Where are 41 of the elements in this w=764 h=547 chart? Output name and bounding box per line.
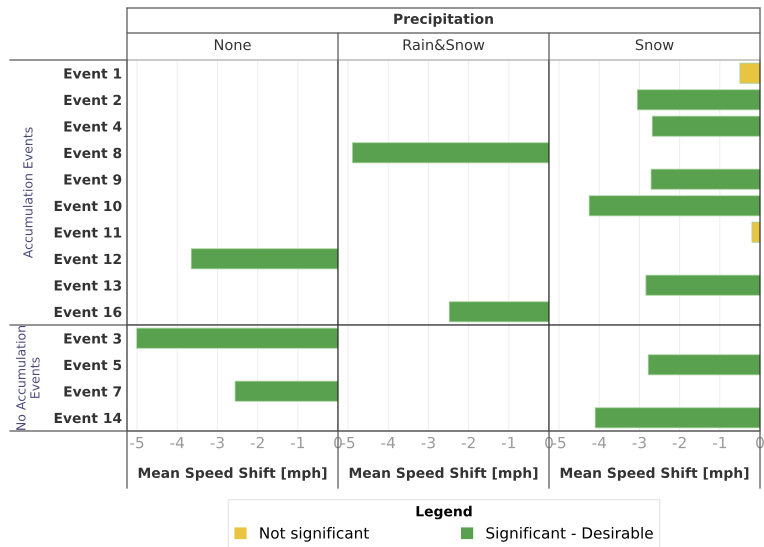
legend-label: Not significant <box>260 526 369 542</box>
legend-label: Significant - Desirable <box>486 526 653 542</box>
y-tick-label: Event 7 <box>64 386 122 397</box>
y-tick-label: Event 3 <box>64 333 122 344</box>
x-tick-label: -1 <box>712 437 726 448</box>
y-tick-label: Event 1 <box>64 68 122 79</box>
x-axis-title: Mean Speed Shift [mph] <box>560 467 748 481</box>
x-axis-title: Mean Speed Shift [mph] <box>138 467 326 481</box>
y-tick-label: Event 11 <box>54 227 122 238</box>
y-tick-label: Event 10 <box>54 200 122 212</box>
x-tick-label: -2 <box>672 436 686 448</box>
x-tick-label: -5 <box>552 437 566 448</box>
x-tick-label: -3 <box>632 436 646 448</box>
x-tick-label: -1 <box>290 437 304 448</box>
x-tick-label: -4 <box>170 437 184 448</box>
x-tick-label: -2 <box>462 436 475 448</box>
y-tick-label: Event 9 <box>64 174 122 185</box>
x-tick-label: -4 <box>381 437 395 448</box>
y-tick-label: Event 8 <box>64 148 122 158</box>
x-tick-label: -5 <box>130 437 144 448</box>
y-tick-label: Event 5 <box>64 360 122 370</box>
chart-title: Rain&Snow <box>404 38 484 50</box>
x-tick-label: -4 <box>592 437 606 448</box>
x-axis-title: Mean Speed Shift [mph] <box>350 467 538 481</box>
x-tick-label: -1 <box>502 437 516 448</box>
y-tick-label: Event 16 <box>54 306 122 318</box>
y-tick-label: Event 12 <box>54 254 121 264</box>
text: Precipitation <box>394 13 493 27</box>
chart-title: Snow <box>636 39 674 50</box>
y-tick-label: Event 13 <box>54 280 122 291</box>
y-tick-label: Event 4 <box>64 121 122 132</box>
y-tick-label: Event 2 <box>64 94 121 106</box>
x-tick-label: -3 <box>210 436 224 448</box>
y-axis-title: No Accumulation Events <box>16 326 40 430</box>
y-tick-label: Event 14 <box>54 412 122 424</box>
chart-title: None <box>214 39 251 50</box>
legend-title: Legend <box>416 506 472 520</box>
y-axis-title: Accumulation Events <box>22 127 33 258</box>
x-tick-label: -2 <box>250 436 264 448</box>
x-tick-label: -3 <box>422 436 435 448</box>
x-tick-label: -5 <box>341 437 354 448</box>
